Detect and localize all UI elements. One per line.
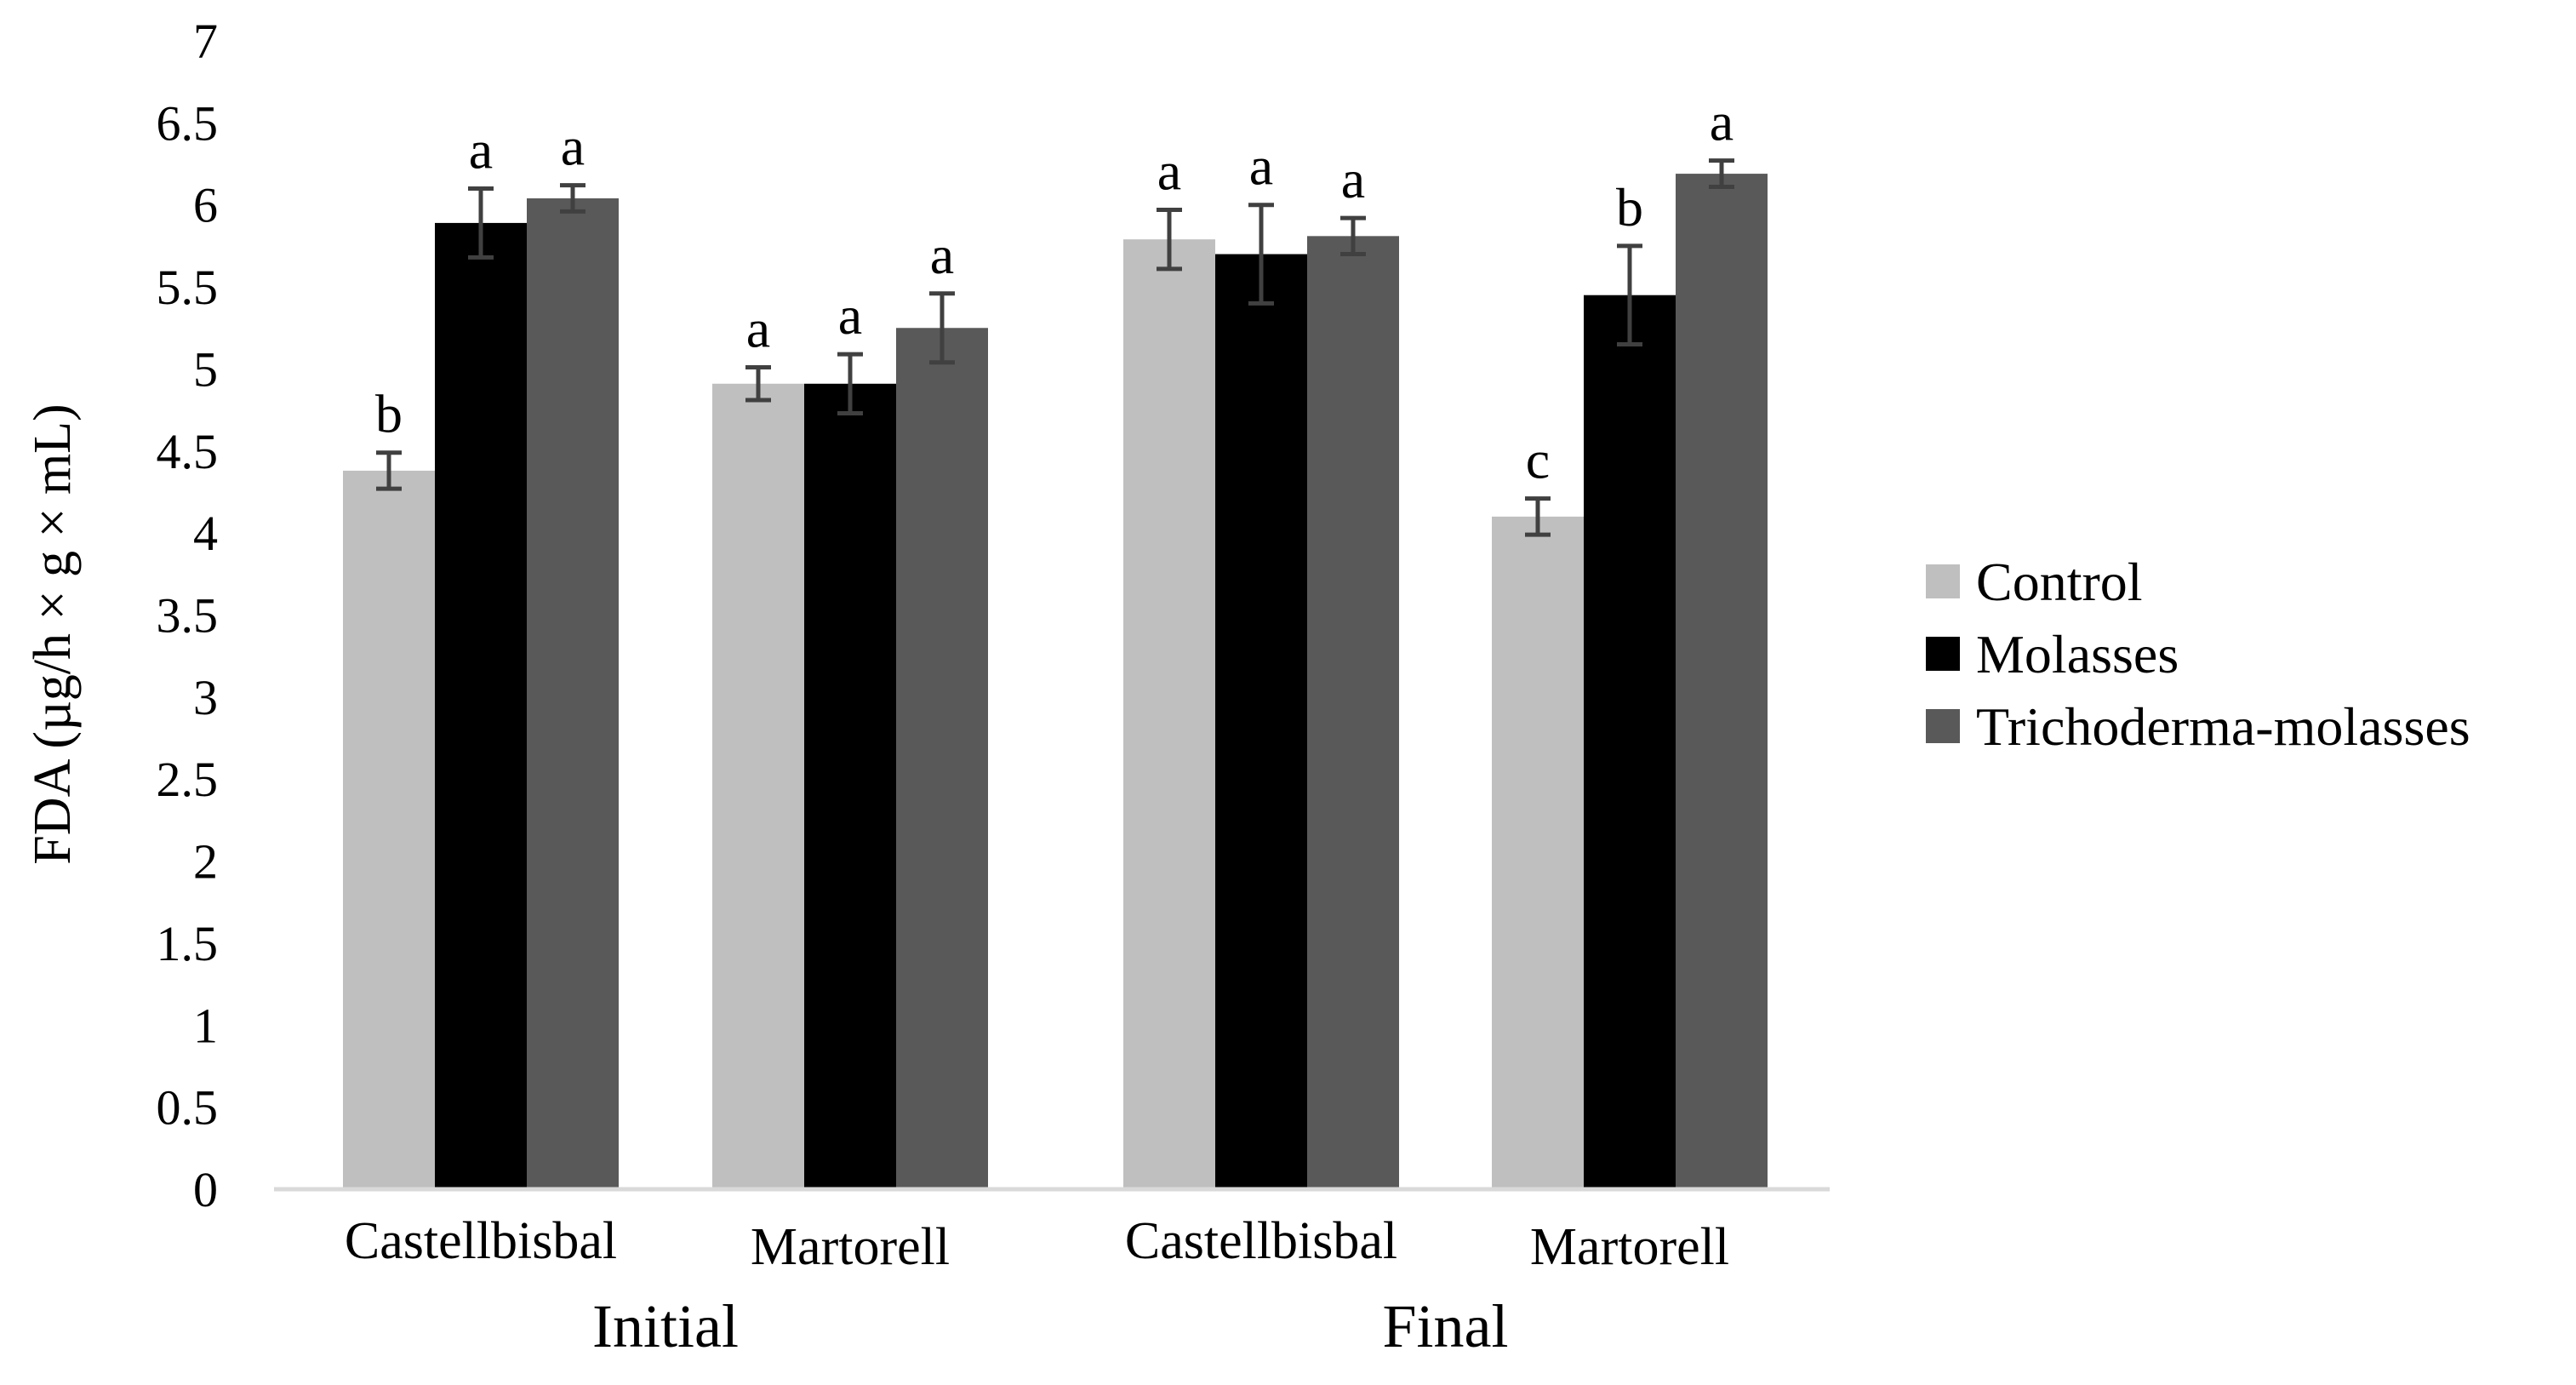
x-axis-labels: Castellbisbal Martorell Castellbisbal Marto… [345,1212,1729,1360]
error-bar [1340,215,1366,257]
error-bar [745,365,771,403]
significance-label: a [561,117,585,177]
legend-label: Molasses [1976,624,2179,684]
group-label: Final [1382,1292,1508,1360]
bar-molasses-0 [435,222,527,1190]
significance-label: a [1157,140,1181,201]
error-bars [376,158,1734,537]
y-tick-label: 2 [193,834,218,890]
error-bar [1617,243,1642,347]
y-tick-label: 1.5 [157,916,219,971]
bar-trichoderma-molasses-3 [1676,174,1768,1189]
y-tick-label: 0.5 [157,1080,219,1136]
error-bar [376,450,402,491]
significance-label: a [1249,136,1273,197]
error-bar [468,186,494,260]
error-bar [1709,158,1734,190]
y-tick-label: 1 [193,998,218,1053]
bar-control-3 [1492,516,1584,1189]
significance-labels: b a a c a a a b a a a a [375,92,1734,490]
legend-swatch [1926,709,1960,743]
y-tick-label: 6 [193,178,218,233]
bar-trichoderma-molasses-2 [1307,236,1399,1190]
significance-label: a [1710,92,1734,152]
error-bar [929,291,955,365]
error-bar [560,183,585,214]
category-label: Castellbisbal [1125,1212,1397,1270]
legend-swatch [1926,637,1960,671]
error-bar [1525,496,1551,537]
y-tick-label: 0 [193,1162,218,1217]
bar-control-1 [712,383,804,1190]
y-tick-label: 4.5 [157,424,219,479]
y-tick-label: 2.5 [157,752,219,807]
error-bar [1248,203,1274,306]
y-axis-title: FDA (µg/h × g × mL) [24,403,82,864]
category-label: Castellbisbal [345,1212,617,1270]
bar-control-2 [1123,239,1215,1189]
y-tick-label: 4 [193,506,218,561]
category-label: Martorell [1530,1218,1729,1276]
significance-label: a [838,285,862,346]
error-bar [837,352,863,415]
y-tick-label: 6.5 [157,95,219,151]
category-label: Martorell [751,1218,950,1276]
y-tick-label: 3.5 [157,588,219,644]
legend-item: Trichoderma-molasses [1926,696,2470,757]
significance-label: a [746,299,770,359]
significance-label: a [1341,149,1365,209]
legend-swatch [1926,564,1960,598]
legend-label: Control [1976,552,2143,612]
bar-control-0 [343,470,435,1189]
bar-trichoderma-molasses-0 [527,198,619,1189]
group-label: Initial [592,1292,739,1360]
significance-label: a [930,225,954,285]
error-bar [1157,207,1182,272]
y-tick-label: 3 [193,670,218,725]
y-tick-label: 5.5 [157,260,219,315]
legend: Control Molasses Trichoderma-molasses [1926,552,2470,757]
significance-label: a [469,119,493,180]
y-axis: 0 0.5 1 1.5 2 2.5 3 3.5 4 4.5 5 5.5 6 6.5 7 [157,14,219,1217]
significance-label: c [1526,430,1550,490]
legend-item: Molasses [1926,624,2179,684]
bar-molasses-3 [1584,295,1676,1189]
bar-molasses-1 [804,383,896,1190]
legend-item: Control [1926,552,2143,612]
y-tick-label: 7 [193,14,218,69]
significance-label: b [375,384,403,444]
significance-label: b [1616,177,1643,238]
bar-molasses-2 [1215,254,1307,1189]
legend-label: Trichoderma-molasses [1976,696,2470,757]
bars [343,174,1768,1190]
bar-trichoderma-molasses-1 [896,328,988,1189]
y-tick-label: 5 [193,341,218,397]
